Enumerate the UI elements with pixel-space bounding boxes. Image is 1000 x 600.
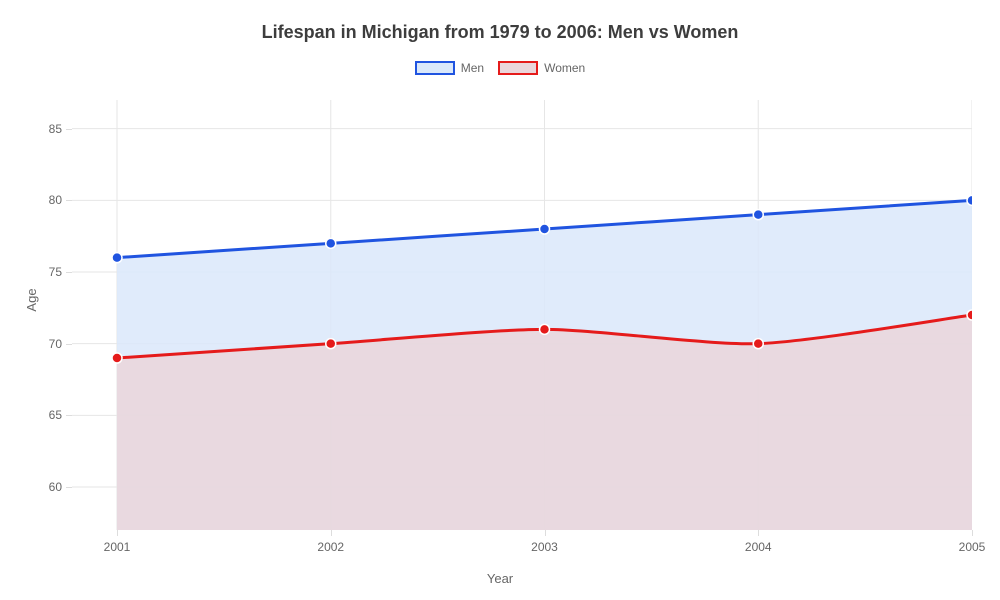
y-tick-label: 80 [49, 193, 62, 207]
x-tick-label: 2001 [104, 540, 131, 554]
legend-swatch-women [498, 61, 538, 75]
x-tick-label: 2002 [317, 540, 344, 554]
chart-title: Lifespan in Michigan from 1979 to 2006: … [0, 0, 1000, 43]
plot-area: 60657075808520012002200320042005 [72, 100, 972, 530]
x-tick-label: 2003 [531, 540, 558, 554]
y-tick-label: 65 [49, 408, 62, 422]
x-tick-label: 2004 [745, 540, 772, 554]
legend-swatch-men [415, 61, 455, 75]
y-tick-label: 70 [49, 337, 62, 351]
chart-container: Lifespan in Michigan from 1979 to 2006: … [0, 0, 1000, 600]
legend: Men Women [0, 61, 1000, 75]
y-tick-label: 60 [49, 480, 62, 494]
plot-svg [72, 100, 972, 530]
legend-item-women[interactable]: Women [498, 61, 585, 75]
y-tick-label: 85 [49, 122, 62, 136]
y-axis-label: Age [24, 288, 39, 311]
legend-label-men: Men [461, 61, 484, 75]
y-tick-label: 75 [49, 265, 62, 279]
legend-label-women: Women [544, 61, 585, 75]
legend-item-men[interactable]: Men [415, 61, 484, 75]
x-axis-label: Year [487, 571, 513, 586]
x-tick-label: 2005 [959, 540, 986, 554]
